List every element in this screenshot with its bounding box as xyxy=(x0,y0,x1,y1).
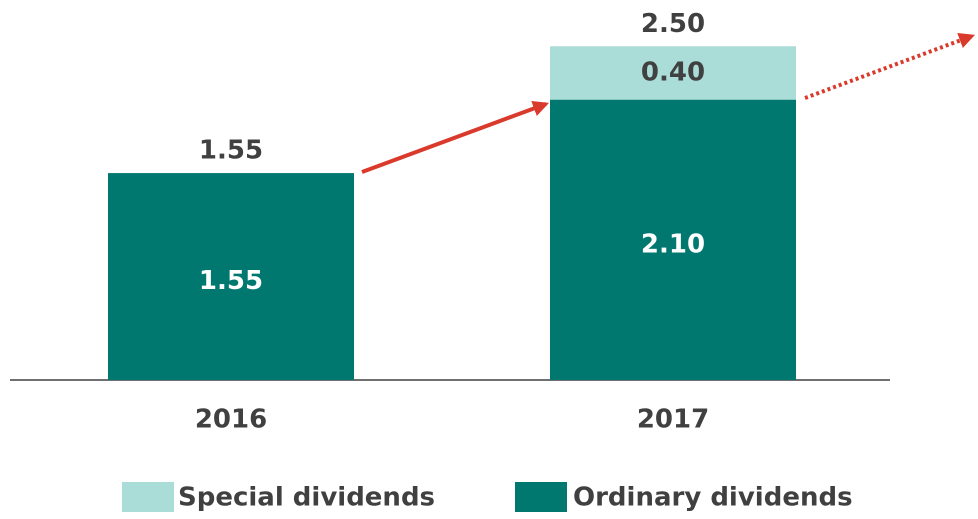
total-label: 1.55 xyxy=(199,136,263,166)
value-label: 2.10 xyxy=(641,229,705,259)
legend-swatch xyxy=(515,482,567,512)
legend-label: Ordinary dividends xyxy=(573,483,853,513)
value-label: 0.40 xyxy=(641,57,705,87)
bar-segment xyxy=(108,173,354,380)
growth-arrow xyxy=(361,100,550,174)
bar-segment xyxy=(550,99,796,381)
value-label: 1.55 xyxy=(199,266,263,296)
bar-segment xyxy=(550,46,796,100)
total-label: 2.50 xyxy=(641,9,705,39)
growth-arrow-dotted xyxy=(804,32,975,100)
x-tick-label: 2017 xyxy=(637,405,709,435)
legend-swatch xyxy=(122,482,174,512)
legend-label: Special dividends xyxy=(178,483,435,513)
x-tick-label: 2016 xyxy=(195,405,267,435)
